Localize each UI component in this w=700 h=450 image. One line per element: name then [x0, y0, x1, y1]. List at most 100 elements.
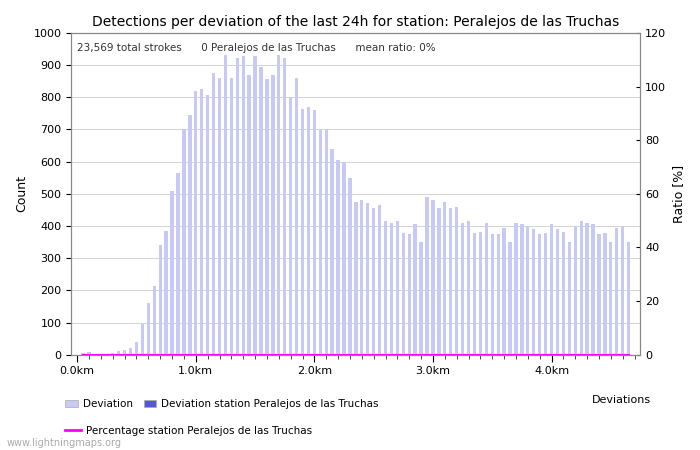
- Bar: [135, 342, 138, 355]
- Bar: [568, 242, 571, 355]
- Y-axis label: Count: Count: [15, 176, 28, 212]
- Bar: [508, 242, 512, 355]
- Bar: [248, 75, 251, 355]
- Bar: [544, 233, 547, 355]
- Bar: [141, 324, 144, 355]
- Bar: [159, 245, 162, 355]
- Bar: [325, 130, 328, 355]
- Bar: [117, 351, 120, 355]
- Y-axis label: Ratio [%]: Ratio [%]: [672, 165, 685, 223]
- Bar: [307, 107, 310, 355]
- Bar: [621, 226, 624, 355]
- Bar: [349, 178, 351, 355]
- Bar: [449, 208, 452, 355]
- Bar: [597, 234, 601, 355]
- Bar: [123, 350, 126, 355]
- Bar: [384, 221, 387, 355]
- Bar: [330, 149, 334, 355]
- Bar: [111, 353, 114, 355]
- Bar: [253, 56, 257, 355]
- Bar: [407, 234, 411, 355]
- Bar: [561, 233, 565, 355]
- Bar: [129, 348, 132, 355]
- Bar: [200, 89, 204, 355]
- Bar: [176, 173, 180, 355]
- Bar: [426, 197, 428, 355]
- Bar: [585, 223, 589, 355]
- Bar: [520, 225, 524, 355]
- Bar: [372, 208, 375, 355]
- Bar: [491, 234, 494, 355]
- Bar: [271, 76, 274, 355]
- Bar: [402, 233, 405, 355]
- Bar: [188, 115, 192, 355]
- Bar: [580, 221, 583, 355]
- Bar: [212, 73, 215, 355]
- Bar: [182, 130, 186, 355]
- Bar: [461, 223, 464, 355]
- Bar: [627, 242, 630, 355]
- Bar: [366, 202, 370, 355]
- Bar: [479, 233, 482, 355]
- Text: www.lightningmaps.org: www.lightningmaps.org: [7, 438, 122, 448]
- Bar: [164, 231, 168, 355]
- Bar: [81, 353, 85, 355]
- Bar: [615, 228, 618, 355]
- Bar: [473, 233, 476, 355]
- Bar: [289, 97, 293, 355]
- Bar: [259, 67, 262, 355]
- Title: Detections per deviation of the last 24h for station: Peralejos de las Truchas: Detections per deviation of the last 24h…: [92, 15, 620, 29]
- Bar: [419, 242, 423, 355]
- Bar: [241, 56, 245, 355]
- Bar: [550, 225, 553, 355]
- Bar: [313, 110, 316, 355]
- Bar: [236, 58, 239, 355]
- Bar: [318, 130, 322, 355]
- Bar: [503, 228, 506, 355]
- Bar: [224, 55, 227, 355]
- Bar: [514, 223, 517, 355]
- Bar: [532, 229, 536, 355]
- Bar: [354, 202, 358, 355]
- Bar: [526, 226, 529, 355]
- Bar: [301, 108, 304, 355]
- Bar: [147, 303, 150, 355]
- Bar: [230, 78, 233, 355]
- Legend: Percentage station Peralejos de las Truchas: Percentage station Peralejos de las Truc…: [61, 422, 316, 440]
- Text: Deviations: Deviations: [592, 395, 651, 405]
- Bar: [556, 229, 559, 355]
- Bar: [538, 234, 541, 355]
- Bar: [603, 233, 606, 355]
- Bar: [277, 55, 281, 355]
- Bar: [443, 202, 447, 355]
- Bar: [360, 200, 363, 355]
- Bar: [573, 226, 577, 355]
- Bar: [265, 79, 269, 355]
- Bar: [431, 200, 435, 355]
- Bar: [484, 223, 488, 355]
- Bar: [218, 78, 221, 355]
- Bar: [342, 162, 346, 355]
- Legend: Deviation, Deviation station Peralejos de las Truchas: Deviation, Deviation station Peralejos d…: [61, 395, 383, 413]
- Bar: [295, 78, 298, 355]
- Bar: [438, 208, 440, 355]
- Bar: [93, 354, 97, 355]
- Bar: [414, 225, 416, 355]
- Bar: [337, 160, 340, 355]
- Bar: [194, 91, 197, 355]
- Bar: [99, 354, 103, 355]
- Bar: [467, 221, 470, 355]
- Bar: [153, 285, 156, 355]
- Bar: [455, 207, 458, 355]
- Bar: [170, 191, 174, 355]
- Bar: [283, 58, 286, 355]
- Bar: [609, 242, 612, 355]
- Bar: [390, 223, 393, 355]
- Bar: [105, 354, 108, 355]
- Bar: [496, 234, 500, 355]
- Text: 23,569 total strokes      0 Peralejos de las Truchas      mean ratio: 0%: 23,569 total strokes 0 Peralejos de las …: [77, 43, 435, 53]
- Bar: [88, 352, 91, 355]
- Bar: [395, 221, 399, 355]
- Bar: [592, 225, 595, 355]
- Bar: [378, 205, 382, 355]
